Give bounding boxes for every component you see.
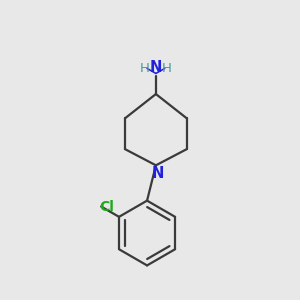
Text: N: N <box>151 166 164 181</box>
Text: H: H <box>162 62 172 75</box>
Text: N: N <box>150 60 162 75</box>
Text: H: H <box>140 62 150 75</box>
Text: Cl: Cl <box>100 200 115 214</box>
